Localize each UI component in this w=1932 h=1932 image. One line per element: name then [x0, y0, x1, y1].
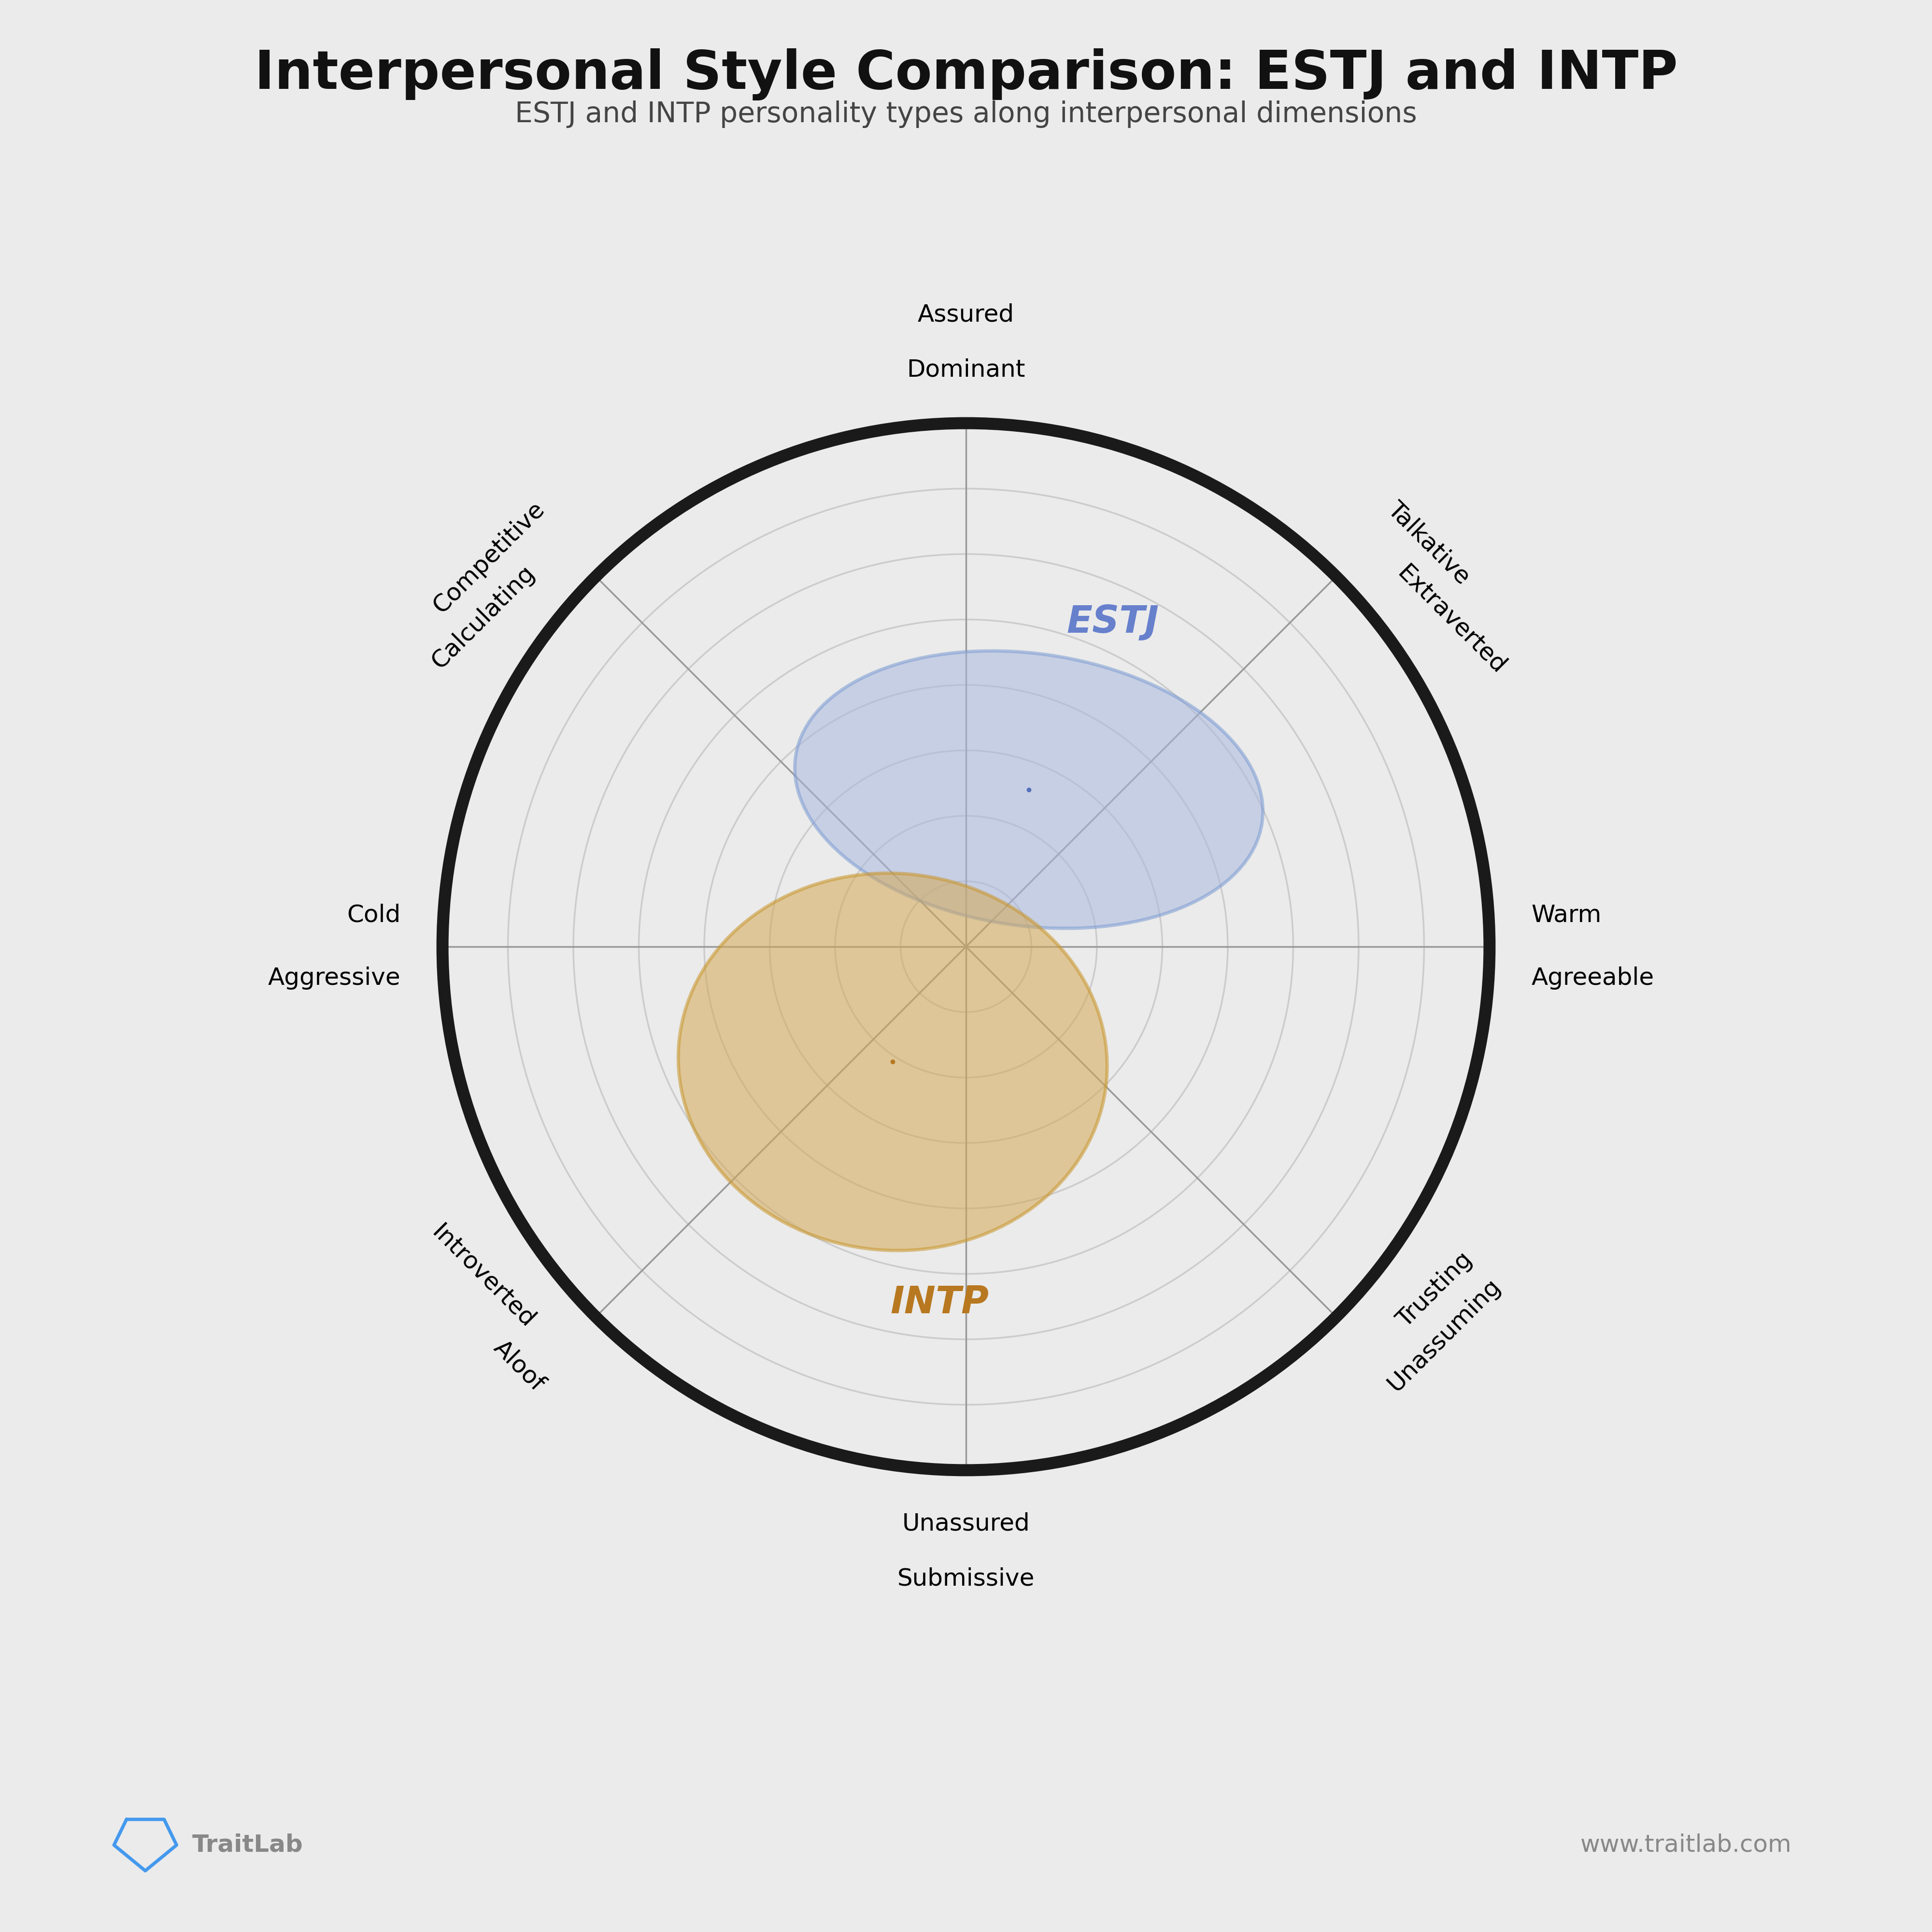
Text: Talkative: Talkative [1383, 498, 1474, 589]
Text: Unassuming: Unassuming [1383, 1273, 1505, 1395]
Text: Introverted: Introverted [427, 1221, 539, 1333]
Text: Cold: Cold [348, 904, 400, 927]
Text: Aloof: Aloof [489, 1337, 549, 1395]
Text: Extraverted: Extraverted [1393, 560, 1511, 678]
Text: ESTJ: ESTJ [1066, 605, 1159, 641]
Text: Dominant: Dominant [906, 357, 1026, 381]
Text: Submissive: Submissive [896, 1567, 1036, 1590]
Text: INTP: INTP [891, 1285, 989, 1321]
Ellipse shape [678, 873, 1107, 1250]
Text: TraitLab: TraitLab [193, 1833, 303, 1857]
Text: Agreeable: Agreeable [1532, 966, 1654, 989]
Text: Assured: Assured [918, 303, 1014, 327]
Text: Aggressive: Aggressive [269, 966, 400, 989]
Text: Trusting: Trusting [1393, 1248, 1478, 1333]
Text: Warm: Warm [1532, 904, 1602, 927]
Text: www.traitlab.com: www.traitlab.com [1580, 1833, 1793, 1857]
Ellipse shape [794, 651, 1264, 929]
Text: Unassured: Unassured [902, 1513, 1030, 1536]
Text: Calculating: Calculating [427, 560, 539, 672]
Text: Competitive: Competitive [429, 498, 549, 618]
Text: Interpersonal Style Comparison: ESTJ and INTP: Interpersonal Style Comparison: ESTJ and… [255, 48, 1677, 100]
Text: ESTJ and INTP personality types along interpersonal dimensions: ESTJ and INTP personality types along in… [516, 100, 1416, 128]
